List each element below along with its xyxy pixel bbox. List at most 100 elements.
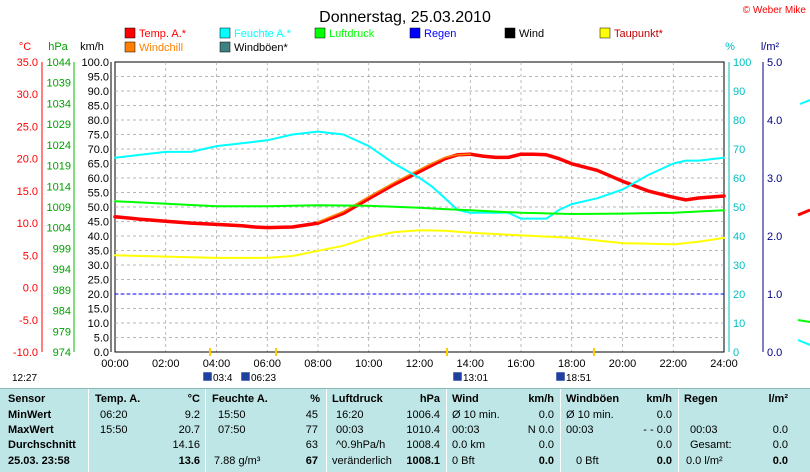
cell-hum-time: 15:50	[218, 409, 246, 421]
event-time-label: 03:4	[213, 373, 233, 384]
legend-label: Windchill	[139, 42, 183, 54]
cell-wind-a: 0 Bft	[452, 455, 475, 467]
rain-tick-label: 3.0	[767, 173, 782, 185]
cell-hum-val: 77	[305, 424, 318, 436]
wind-tick-label: 85.0	[88, 101, 109, 113]
wind-tick-label: 30.0	[88, 260, 109, 272]
legend-label: Wind	[519, 28, 544, 40]
sensor-table: Sensor Temp. A. °C Feuchte A. % Luftdruc…	[0, 388, 810, 472]
legend-label: Windböen*	[234, 42, 289, 54]
event-time-label: 13:01	[463, 373, 488, 384]
rain-tick-label: 5.0	[767, 57, 782, 69]
event-time-label: 06:23	[251, 373, 276, 384]
temp-tick-label: 25.0	[17, 121, 38, 133]
header-temp-unit: °C	[187, 393, 200, 405]
cell-wind-b: N 0.0	[527, 424, 554, 436]
edge-humidity-fragment-top	[799, 99, 810, 105]
humidity-tick-label: 50	[733, 202, 745, 214]
pressure-unit-label: hPa	[48, 41, 68, 53]
humidity-tick-label: 100	[733, 57, 751, 69]
temp-tick-label: 5.0	[23, 250, 38, 262]
cell-hum-time: 07:50	[218, 424, 246, 436]
temp-unit-label: °C	[19, 41, 31, 53]
wind-tick-label: 15.0	[88, 304, 109, 316]
humidity-tick-label: 60	[733, 173, 745, 185]
x-tick-label: 20:00	[609, 358, 637, 370]
x-tick-label: 18:00	[558, 358, 586, 370]
wind-tick-label: 0.0	[94, 347, 109, 359]
temp-tick-label: -10.0	[13, 347, 38, 359]
cell-wind-b: 0.0	[538, 455, 554, 467]
cell-hum-val: 45	[305, 409, 318, 421]
humidity-tick-label: 10	[733, 318, 745, 330]
humidity-tick-label: 70	[733, 144, 745, 156]
header-wind: Wind	[452, 393, 479, 405]
wind-unit-label: km/h	[80, 41, 104, 53]
wind-tick-label: 45.0	[88, 217, 109, 229]
pressure-tick-label: 989	[53, 285, 71, 297]
legend-label: Taupunkt*	[614, 28, 664, 40]
cell-temp-val: 13.6	[178, 455, 200, 467]
x-tick-label: 12:00	[406, 358, 434, 370]
header-wind-unit: km/h	[528, 393, 554, 405]
header-sensor: Sensor	[8, 393, 46, 405]
wind-tick-label: 50.0	[88, 202, 109, 214]
cell-gust-a: Ø 10 min.	[566, 409, 614, 421]
chart-title: Donnerstag, 25.03.2010	[319, 9, 491, 26]
humidity-tick-label: 30	[733, 260, 745, 272]
cell-wind-a: 0.0 km	[452, 439, 486, 451]
header-temp: Temp. A.	[95, 393, 141, 405]
cell-press-time: veränderlich	[332, 455, 392, 467]
cell-gust-a: 0 Bft	[576, 455, 599, 467]
wind-tick-label: 75.0	[88, 130, 109, 142]
cell-temp-time: 15:50	[100, 424, 128, 436]
x-tick-label: 10:00	[355, 358, 383, 370]
cell-press-val: 1010.4	[406, 424, 440, 436]
header-gust-unit: km/h	[646, 393, 672, 405]
x-tick-label: 14:00	[456, 358, 484, 370]
axis-unit-labels: °C hPa km/h% l/m²	[19, 41, 780, 53]
rain-tick-label: 4.0	[767, 115, 782, 127]
sun-moon-icon	[452, 371, 463, 382]
temp-tick-label: 15.0	[17, 186, 38, 198]
pressure-tick-label: 1019	[47, 161, 71, 173]
legend-label: Regen	[424, 28, 456, 40]
cell-wind-a: 00:03	[452, 424, 480, 436]
cell-rain-a: 0.0 l/m²	[686, 455, 723, 467]
cell-rain-b: 0.0	[772, 455, 788, 467]
legend-swatch	[409, 27, 421, 39]
sun-moon-icon	[240, 371, 251, 382]
pressure-tick-label: 1039	[47, 78, 71, 90]
cell-wind-b: 0.0	[538, 409, 554, 421]
pressure-tick-label: 984	[53, 306, 71, 318]
chart-series	[113, 130, 726, 353]
humidity-tick-label: 40	[733, 231, 745, 243]
temp-tick-label: 35.0	[17, 57, 38, 69]
header-pressure-unit: hPa	[419, 393, 440, 405]
row-label: MinWert	[8, 409, 52, 421]
humidity-tick-label: 90	[733, 86, 745, 98]
header-rain-unit: l/m²	[768, 393, 788, 405]
cell-press-val: 1008.4	[406, 439, 440, 451]
legend-label: Feuchte A.*	[234, 28, 292, 40]
cell-hum-val: 63	[305, 439, 318, 451]
event-time-label: 18:51	[566, 373, 591, 384]
pressure-tick-label: 1044	[47, 57, 71, 69]
x-tick-label: 02:00	[152, 358, 180, 370]
series-line-3	[114, 200, 725, 215]
legend-swatch	[219, 41, 231, 53]
legend-swatch	[219, 27, 231, 39]
wind-tick-label: 25.0	[88, 275, 109, 287]
header-rain: Regen	[684, 393, 718, 405]
humidity-tick-label: 80	[733, 115, 745, 127]
sun-moon-icon	[555, 371, 566, 382]
cell-gust-a: 00:03	[566, 424, 594, 436]
wind-tick-label: 70.0	[88, 144, 109, 156]
wind-tick-label: 60.0	[88, 173, 109, 185]
x-tick-label: 22:00	[659, 358, 687, 370]
wind-tick-label: 100.0	[81, 57, 109, 69]
pressure-tick-label: 1004	[47, 223, 71, 235]
wind-tick-label: 10.0	[88, 318, 109, 330]
wind-tick-label: 20.0	[88, 289, 109, 301]
legend-swatch	[314, 27, 326, 39]
